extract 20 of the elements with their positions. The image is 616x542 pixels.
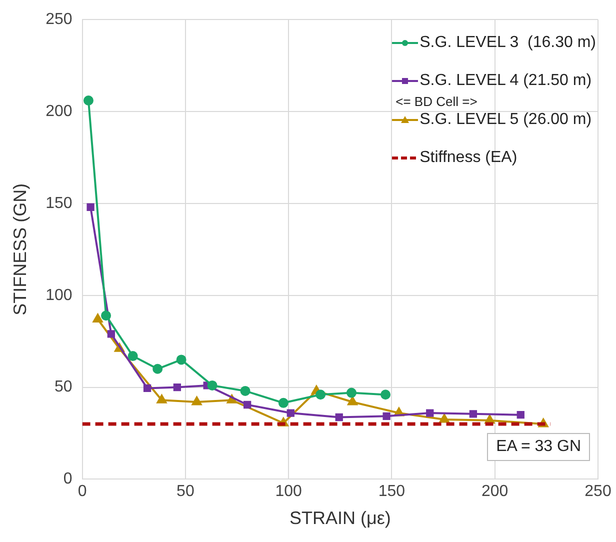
x-tick-label: 150 (378, 483, 406, 500)
legend-label: Stiffness (EA) (420, 148, 518, 167)
legend-label: S.G. LEVEL 5 (26.00 m) (420, 110, 592, 129)
x-tick-label: 0 (78, 483, 87, 500)
y-tick-label: 150 (46, 194, 72, 212)
annotation: EA = 33 GN (487, 433, 590, 462)
annotation: <= BD Cell => (394, 94, 478, 109)
x-tick-label: 200 (482, 483, 508, 500)
legend-label: S.G. LEVEL 3 (16.30 m) (420, 34, 596, 52)
legend-label: S.G. LEVEL 4 (21.50 m) (420, 72, 592, 90)
y-tick-label: 0 (63, 470, 72, 488)
y-axis-title: STIFNESS (GN) (10, 183, 30, 316)
y-tick-label: 50 (54, 378, 72, 396)
y-tick-label: 250 (46, 11, 72, 28)
y-tick-label: 100 (46, 286, 72, 304)
x-tick-label: 100 (275, 483, 302, 500)
x-axis-title: STRAIN (με) (289, 508, 391, 528)
y-tick-label: 200 (46, 102, 72, 120)
x-tick-label: 250 (584, 483, 612, 500)
x-tick-label: 50 (176, 483, 194, 500)
